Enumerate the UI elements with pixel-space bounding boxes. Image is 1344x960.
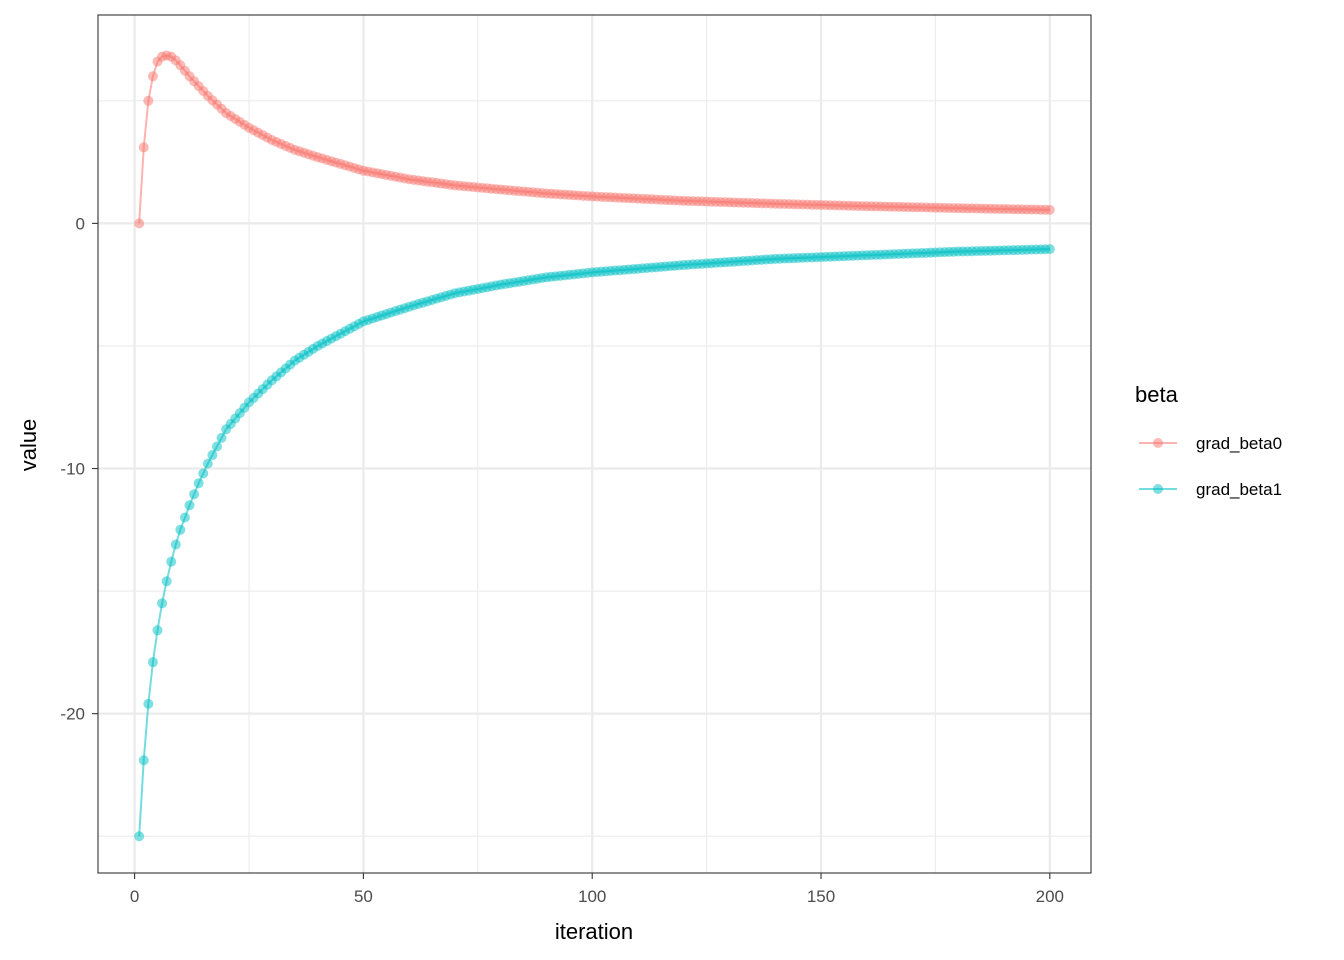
series-layer: [134, 50, 1055, 842]
legend-item-grad_beta1: grad_beta1: [1139, 480, 1282, 499]
data-point: [179, 512, 190, 523]
data-point: [207, 450, 218, 461]
data-point: [152, 625, 163, 636]
data-point: [189, 489, 200, 500]
y-tick-label: -20: [60, 705, 85, 724]
legend-key-point: [1153, 438, 1163, 448]
data-point: [134, 831, 145, 842]
data-point: [134, 218, 145, 229]
plot-border: [97, 14, 1092, 874]
data-point: [175, 524, 186, 535]
y-tick-label: 0: [76, 214, 85, 233]
minor-gridlines: [98, 15, 1091, 873]
x-axis: 0 50 100 150 200: [130, 873, 1064, 906]
data-point: [202, 458, 213, 469]
plot-panel: [98, 15, 1091, 873]
data-point: [147, 657, 158, 668]
x-tick-label: 200: [1036, 887, 1064, 906]
data-point: [161, 576, 172, 587]
data-point: [184, 500, 195, 511]
data-point: [193, 478, 204, 489]
legend-title: beta: [1135, 382, 1179, 407]
major-gridlines: [98, 15, 1091, 873]
y-axis-title: value: [16, 419, 41, 472]
data-point: [157, 598, 168, 609]
legend-label: grad_beta1: [1196, 480, 1282, 499]
data-point: [138, 755, 149, 766]
data-point: [1044, 244, 1055, 255]
x-axis-title: iteration: [555, 919, 633, 944]
data-point: [143, 95, 154, 106]
data-point: [166, 556, 177, 567]
x-tick-label: 100: [578, 887, 606, 906]
data-point: [216, 432, 227, 443]
data-point: [198, 468, 209, 479]
series-grad_beta0: [134, 50, 1055, 229]
x-tick-label: 150: [807, 887, 835, 906]
legend: beta grad_beta0 grad_beta1: [1135, 382, 1282, 499]
series-grad_beta1: [134, 244, 1055, 842]
legend-key-point: [1153, 484, 1163, 494]
y-tick-label: -10: [60, 460, 85, 479]
legend-label: grad_beta0: [1196, 434, 1282, 453]
y-axis: -20 -10 0: [60, 214, 98, 724]
data-point: [1044, 204, 1055, 215]
x-tick-label: 50: [354, 887, 373, 906]
legend-item-grad_beta0: grad_beta0: [1139, 434, 1282, 453]
data-point: [211, 441, 222, 452]
data-point: [147, 71, 158, 82]
x-tick-label: 0: [130, 887, 139, 906]
data-point: [143, 698, 154, 709]
data-point: [138, 142, 149, 153]
data-point: [170, 539, 181, 550]
